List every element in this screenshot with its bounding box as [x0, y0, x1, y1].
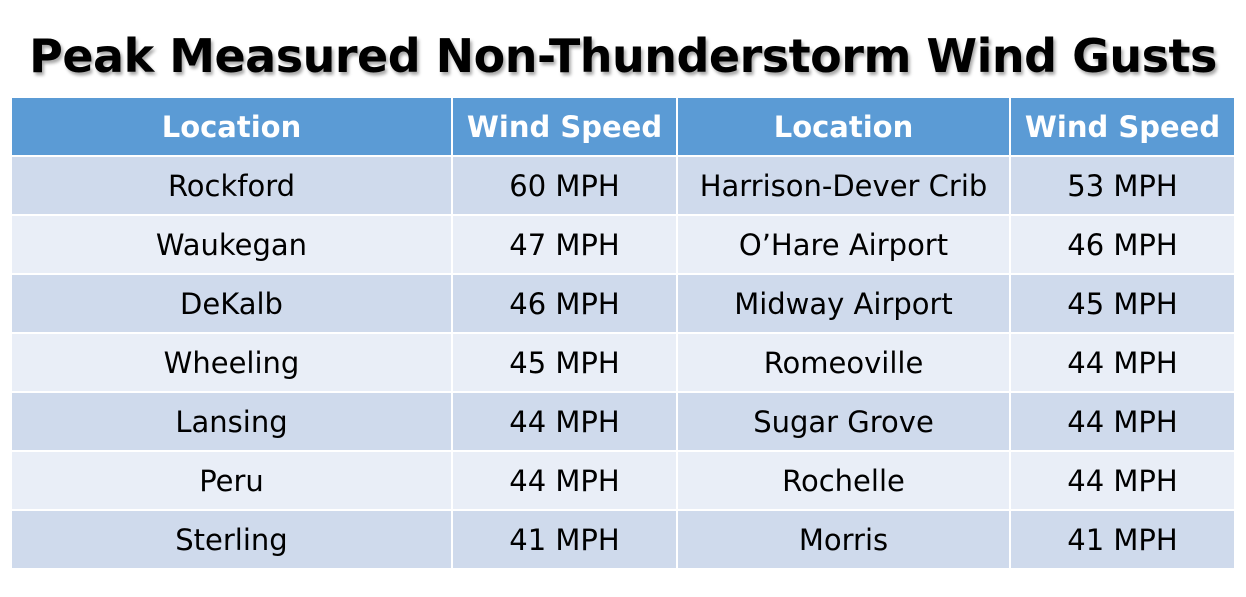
table-row: Wheeling 45 MPH Romeoville 44 MPH [10, 332, 1236, 393]
table-header-row: Location Wind Speed Location Wind Speed [10, 96, 1236, 157]
location-cell: Harrison-Dever Crib [676, 155, 1011, 216]
table-row: Sterling 41 MPH Morris 41 MPH [10, 509, 1236, 570]
column-header-location: Location [676, 96, 1011, 157]
wind-speed-cell: 46 MPH [1009, 214, 1236, 275]
wind-speed-cell: 44 MPH [1009, 332, 1236, 393]
wind-speed-cell: 60 MPH [451, 155, 678, 216]
location-cell: Rockford [10, 155, 453, 216]
table-row: Peru 44 MPH Rochelle 44 MPH [10, 450, 1236, 511]
wind-speed-cell: 45 MPH [451, 332, 678, 393]
location-cell: Wheeling [10, 332, 453, 393]
wind-speed-cell: 45 MPH [1009, 273, 1236, 334]
location-cell: Romeoville [676, 332, 1011, 393]
location-cell: DeKalb [10, 273, 453, 334]
location-cell: Waukegan [10, 214, 453, 275]
location-cell: Morris [676, 509, 1011, 570]
table-row: Lansing 44 MPH Sugar Grove 44 MPH [10, 391, 1236, 452]
wind-speed-cell: 44 MPH [451, 450, 678, 511]
location-cell: Peru [10, 450, 453, 511]
location-cell: Midway Airport [676, 273, 1011, 334]
table-row: Waukegan 47 MPH O’Hare Airport 46 MPH [10, 214, 1236, 275]
column-header-location: Location [10, 96, 453, 157]
wind-speed-cell: 44 MPH [451, 391, 678, 452]
wind-speed-cell: 44 MPH [1009, 391, 1236, 452]
column-header-wind-speed: Wind Speed [451, 96, 678, 157]
location-cell: O’Hare Airport [676, 214, 1011, 275]
column-header-wind-speed: Wind Speed [1009, 96, 1236, 157]
wind-speed-cell: 47 MPH [451, 214, 678, 275]
location-cell: Sugar Grove [676, 391, 1011, 452]
wind-speed-cell: 41 MPH [451, 509, 678, 570]
location-cell: Rochelle [676, 450, 1011, 511]
wind-speed-cell: 53 MPH [1009, 155, 1236, 216]
table-row: DeKalb 46 MPH Midway Airport 45 MPH [10, 273, 1236, 334]
wind-speed-cell: 41 MPH [1009, 509, 1236, 570]
wind-speed-cell: 44 MPH [1009, 450, 1236, 511]
location-cell: Sterling [10, 509, 453, 570]
table-row: Rockford 60 MPH Harrison-Dever Crib 53 M… [10, 155, 1236, 216]
wind-speed-cell: 46 MPH [451, 273, 678, 334]
wind-gust-table: Location Wind Speed Location Wind Speed … [10, 96, 1236, 570]
location-cell: Lansing [10, 391, 453, 452]
page-title: Peak Measured Non-Thunderstorm Wind Gust… [29, 29, 1217, 83]
